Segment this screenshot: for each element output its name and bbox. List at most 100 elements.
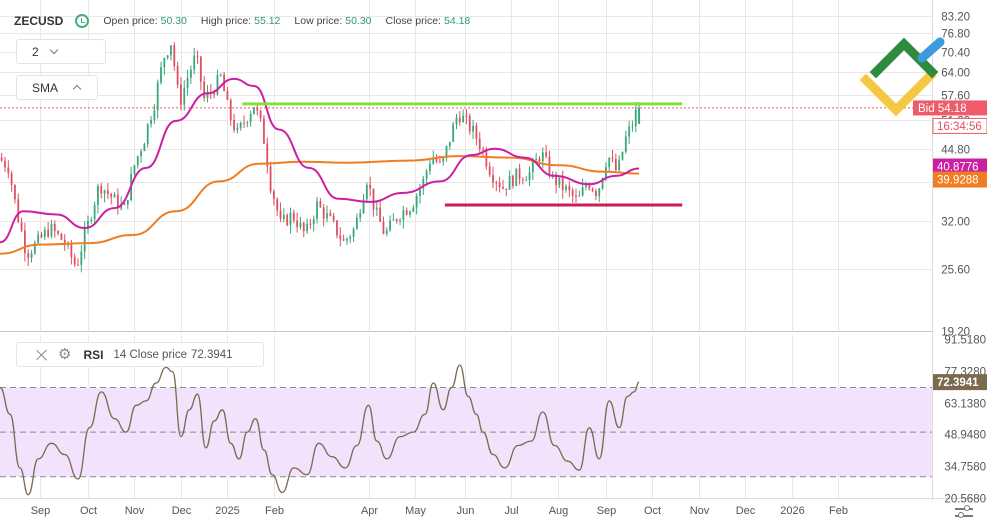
candle-body <box>395 219 398 221</box>
candle-body <box>253 107 255 115</box>
rsi-value-badge: 72.3941 <box>933 374 987 391</box>
candle-body <box>319 201 322 208</box>
candle-body <box>286 215 289 226</box>
candle-body <box>502 186 504 189</box>
candle-body <box>631 126 634 128</box>
candle-body <box>326 213 328 219</box>
sma-fast-badge: 40.8776 <box>933 158 987 175</box>
candle-body <box>160 67 162 83</box>
candle-body <box>4 160 6 168</box>
candle-body <box>475 125 478 139</box>
candle-body <box>7 167 10 174</box>
time-axis[interactable]: Sep Oct Nov Dec 2025 Feb Apr May Jun Jul Aug Sep Oct… <box>31 505 848 517</box>
candle-body <box>515 168 518 186</box>
chart-settings-icon[interactable] <box>955 505 973 519</box>
candle-body <box>548 156 551 176</box>
rsi-tick-label: 91.5180 <box>944 335 986 347</box>
candle-body <box>213 92 216 95</box>
rsi-axis[interactable]: 91.518077.328063.138048.948034.758020.56… <box>944 335 986 506</box>
svg-text:40.8776: 40.8776 <box>937 162 979 174</box>
candle-body <box>236 127 239 131</box>
candle-body <box>329 213 332 216</box>
candle-body <box>233 120 235 131</box>
candle-body <box>336 220 338 236</box>
candle-body <box>70 243 73 258</box>
indicator-dropdown[interactable]: SMA <box>16 75 98 100</box>
sma-slow-line <box>0 155 640 255</box>
candle-body <box>309 223 312 225</box>
y-tick-label: 32.00 <box>941 217 970 229</box>
candle-body <box>20 221 23 231</box>
candle-body <box>30 253 33 258</box>
candle-body <box>571 190 574 196</box>
candle-body <box>608 157 611 168</box>
candle-body <box>100 185 103 194</box>
y-tick-label: 44.80 <box>941 145 970 157</box>
candle-body <box>170 45 172 56</box>
candle-body <box>183 87 186 105</box>
interval-dropdown[interactable]: 2 <box>16 39 106 64</box>
candle-body <box>23 230 26 253</box>
candle-body <box>365 184 368 200</box>
candle-body <box>369 184 372 189</box>
close-icon[interactable] <box>35 348 49 362</box>
candle-body <box>598 188 601 196</box>
candle-body <box>445 145 448 159</box>
high-price-value: 55.12 <box>254 15 281 27</box>
candle-body <box>568 186 571 191</box>
svg-text:39.9288: 39.9288 <box>937 175 979 187</box>
candle-body <box>498 182 501 187</box>
candle-body <box>591 188 594 191</box>
candle-body <box>103 190 106 194</box>
candle-body <box>199 56 202 82</box>
candle-body <box>419 188 421 196</box>
candle-body <box>488 166 491 175</box>
candle-body <box>505 188 508 190</box>
rsi-tick-label: 63.1380 <box>944 399 986 411</box>
candle-body <box>535 158 538 161</box>
close-price-value: 54.18 <box>443 15 471 27</box>
candle-body <box>604 167 607 179</box>
candle-body <box>133 165 136 175</box>
candle-body <box>239 122 242 128</box>
gear-icon[interactable]: ⚙ <box>58 346 72 363</box>
candle-body <box>256 107 259 111</box>
countdown-badge: 16:34:56 <box>932 117 987 134</box>
clock-icon[interactable] <box>75 14 90 28</box>
candle-body <box>468 116 471 132</box>
rsi-tick-label: 48.9480 <box>944 430 986 442</box>
candle-body <box>47 229 50 237</box>
candle-body <box>541 152 544 162</box>
x-tick-label: Oct <box>80 505 97 517</box>
candle-body <box>611 157 614 159</box>
candle-body <box>87 220 89 230</box>
candle-body <box>196 55 199 57</box>
sma-fast-line <box>0 77 640 244</box>
candle-body <box>312 218 315 225</box>
x-tick-label: Jul <box>504 505 518 517</box>
candle-body <box>512 175 514 186</box>
candle-body <box>173 45 176 67</box>
candle-body <box>246 122 249 124</box>
candle-body <box>555 174 557 186</box>
y-tick-label: 25.60 <box>941 265 970 277</box>
candle-body <box>628 126 631 137</box>
candle-body <box>113 194 116 198</box>
candle-body <box>525 180 528 182</box>
candle-body <box>186 77 189 88</box>
candle-body <box>375 207 378 210</box>
candle-body <box>249 114 252 123</box>
candle-body <box>73 257 76 265</box>
open-price-label: Open price: <box>103 15 158 27</box>
candle-body <box>299 222 302 228</box>
candle-body <box>581 187 584 196</box>
candle-body <box>482 149 484 151</box>
candle-body <box>296 220 299 228</box>
candle-body <box>462 115 465 123</box>
x-tick-label: 2026 <box>780 505 804 517</box>
candle-body <box>339 235 342 240</box>
symbol-name[interactable]: ZECUSD <box>14 14 64 28</box>
candle-body <box>189 69 192 78</box>
